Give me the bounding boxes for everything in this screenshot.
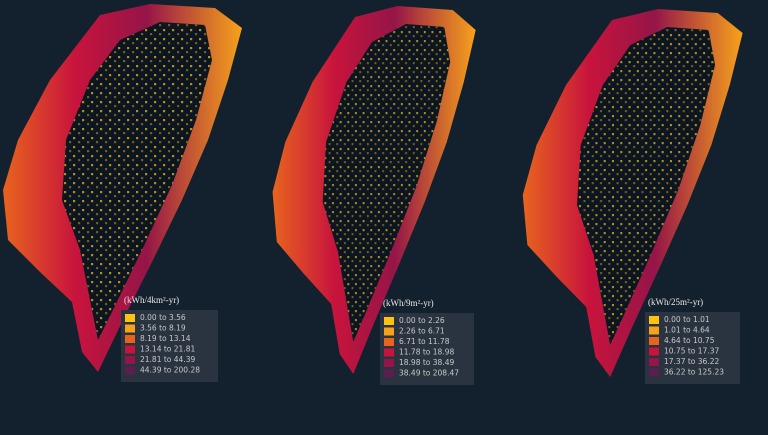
site-dots xyxy=(577,27,716,345)
legend-label: 10.75 to 17.37 xyxy=(664,347,719,356)
legend-swatch xyxy=(649,368,659,377)
legend-unit: (kWh/4km²-yr) xyxy=(124,295,179,305)
legend-label: 0.00 to 2.26 xyxy=(399,316,445,325)
legend-swatch xyxy=(125,366,135,375)
legend-swatch xyxy=(384,369,394,378)
legend-label: 8.19 to 13.14 xyxy=(140,334,191,343)
legend-swatch xyxy=(649,347,659,356)
legend-label: 38.49 to 208.47 xyxy=(399,369,459,378)
legend-swatch xyxy=(125,324,135,333)
legend-swatch xyxy=(384,359,394,367)
map-panel xyxy=(3,4,242,372)
legend-label: 3.56 to 8.19 xyxy=(140,324,186,333)
legend-swatch xyxy=(384,338,394,346)
map-panel xyxy=(272,6,476,374)
legend-label: 0.00 to 3.56 xyxy=(140,313,186,322)
legend-unit: (kWh/25m²-yr) xyxy=(648,297,703,307)
map-panel xyxy=(522,9,743,377)
legend-label: 21.81 to 44.39 xyxy=(140,355,195,364)
legend-swatch xyxy=(125,314,135,322)
legend-label: 36.22 to 125.23 xyxy=(664,368,724,377)
legend-swatch xyxy=(125,335,135,343)
site-dots xyxy=(322,24,451,342)
legend-label: 1.01 to 4.64 xyxy=(664,326,710,335)
legend-swatch xyxy=(125,345,135,354)
legend-swatch xyxy=(384,317,394,325)
legend-label: 44.39 to 200.28 xyxy=(140,366,200,375)
legend-label: 17.37 to 36.22 xyxy=(664,357,719,366)
legend-label: 4.64 to 10.75 xyxy=(664,336,715,345)
legend-box xyxy=(645,312,740,384)
legend-swatch xyxy=(649,326,659,335)
site-dots xyxy=(62,22,212,340)
legend-swatch xyxy=(649,337,659,345)
legend-label: 13.14 to 21.81 xyxy=(140,345,195,354)
legend-swatch xyxy=(649,358,659,366)
legend-label: 2.26 to 6.71 xyxy=(399,327,445,336)
legend-swatch xyxy=(125,356,135,364)
legend-label: 11.78 to 18.98 xyxy=(399,348,454,357)
legend-swatch xyxy=(384,327,394,336)
legend-unit: (kWh/9m²-yr) xyxy=(383,298,434,308)
legend-swatch xyxy=(384,348,394,357)
legend-swatch xyxy=(649,316,659,324)
legend-box xyxy=(121,310,218,382)
legend-label: 0.00 to 1.01 xyxy=(664,315,710,324)
legend-box xyxy=(380,313,474,385)
legend-label: 6.71 to 11.78 xyxy=(399,337,450,346)
legend-label: 18.98 to 38.49 xyxy=(399,358,454,367)
